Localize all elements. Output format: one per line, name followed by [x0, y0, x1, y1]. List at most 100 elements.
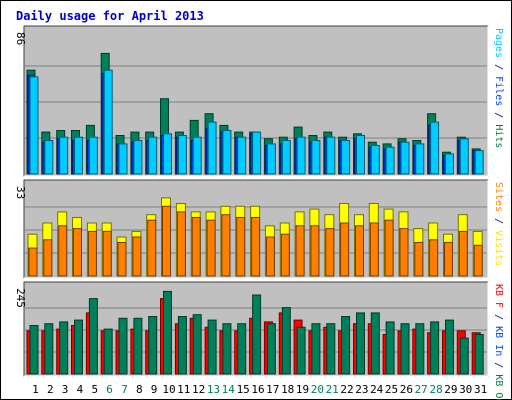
legend-label: KB In	[493, 326, 504, 356]
bar-sites-day-21	[325, 228, 335, 277]
bar-pages-day-29	[445, 153, 454, 175]
bar-kb-out-day-6	[103, 328, 113, 375]
bar-pages-day-2	[44, 140, 54, 175]
x-tick-label: 29	[444, 383, 457, 396]
bar-pages-day-28	[430, 121, 440, 175]
bar-sites-day-17	[265, 236, 275, 277]
bar-sites-day-23	[355, 225, 364, 277]
x-tick-label: 13	[207, 383, 220, 396]
bar-kb-out-day-26	[400, 323, 410, 375]
y-axis-max-label: 86	[14, 32, 27, 45]
x-tick-label: 20	[311, 383, 324, 396]
bar-pages-day-25	[385, 146, 395, 175]
bar-kb-out-day-1	[29, 325, 39, 375]
legend-label: Pages	[493, 28, 504, 58]
x-tick-label: 11	[177, 383, 190, 396]
legend-label: Visits	[493, 230, 504, 266]
x-tick-label: 24	[370, 383, 384, 396]
bar-kb-out-day-31	[474, 334, 484, 375]
x-tick-label: 31	[474, 383, 487, 396]
legend-label: /	[493, 212, 504, 230]
x-tick-label: 8	[136, 383, 143, 396]
bar-sites-day-1	[28, 247, 38, 277]
bar-kb-out-day-20	[311, 323, 321, 375]
x-tick-label: 30	[459, 383, 472, 396]
bar-sites-day-29	[444, 242, 453, 277]
x-tick-label: 16	[251, 383, 264, 396]
bar-pages-day-15	[237, 136, 247, 175]
bar-pages-day-12	[192, 136, 202, 175]
bar-sites-day-9	[147, 219, 157, 277]
x-tick-label: 12	[192, 383, 205, 396]
bar-pages-day-23	[356, 135, 365, 175]
bar-sites-day-7	[117, 242, 127, 277]
bar-kb-out-day-17	[266, 323, 276, 375]
legend-label: /	[493, 58, 504, 76]
legend-label: KB Out	[493, 374, 504, 400]
bar-pages-day-18	[281, 140, 291, 175]
bar-pages-day-30	[459, 138, 469, 175]
bar-sites-day-26	[399, 228, 409, 277]
bar-kb-out-day-15	[237, 323, 247, 375]
bar-pages-day-14	[222, 130, 232, 175]
bar-kb-out-day-22	[341, 316, 351, 375]
x-tick-label: 25	[385, 383, 398, 396]
chart-title: Daily usage for April 2013	[16, 9, 204, 23]
bar-sites-day-6	[102, 230, 112, 277]
y-axis-max-label: 245	[14, 288, 27, 308]
bar-kb-out-day-7	[118, 317, 128, 375]
bar-kb-out-day-21	[326, 323, 336, 375]
legend-label: Sites	[493, 182, 504, 212]
bar-kb-out-day-4	[74, 319, 83, 375]
bar-sites-day-19	[295, 225, 305, 277]
bar-kb-out-day-23	[356, 312, 365, 375]
bar-kb-out-day-24	[370, 312, 380, 375]
bar-kb-out-day-13	[207, 319, 217, 375]
bar-kb-out-day-9	[148, 316, 158, 375]
bar-kb-out-day-18	[281, 307, 291, 375]
x-tick-label: 7	[121, 383, 128, 396]
x-tick-label: 28	[429, 383, 442, 396]
bar-sites-day-16	[251, 217, 261, 277]
x-tick-label: 6	[106, 383, 113, 396]
bar-sites-day-27	[414, 242, 424, 277]
bar-pages-day-3	[59, 136, 69, 175]
bar-sites-day-14	[221, 214, 231, 277]
legend-label: Files	[493, 76, 504, 106]
bar-pages-day-21	[326, 136, 336, 175]
x-tick-label: 22	[340, 383, 353, 396]
bar-pages-day-13	[207, 121, 217, 175]
bar-kb-out-day-25	[385, 321, 395, 375]
panel-legend: Pages / Files / Hits	[493, 28, 504, 148]
x-tick-label: 4	[77, 383, 84, 396]
legend-label: KB F	[493, 284, 504, 308]
bar-pages-day-31	[474, 150, 484, 175]
bar-pages-day-26	[400, 141, 410, 175]
bar-kb-out-day-19	[296, 326, 306, 375]
bar-sites-day-18	[280, 233, 290, 277]
x-tick-label: 17	[266, 383, 279, 396]
legend-label: /	[493, 106, 504, 124]
bar-kb-out-day-11	[177, 316, 187, 375]
bar-sites-day-28	[429, 239, 439, 277]
panel-legend: KB F / KB In / KB Out	[493, 284, 504, 400]
x-tick-label: 5	[91, 383, 98, 396]
bar-pages-day-24	[370, 145, 380, 175]
legend-label: /	[493, 308, 504, 326]
panel-legend: Sites / Visits	[493, 182, 504, 266]
bar-pages-day-1	[29, 76, 39, 175]
bar-sites-day-22	[340, 222, 350, 277]
bar-pages-day-6	[103, 69, 113, 175]
bar-kb-out-day-3	[59, 321, 69, 375]
y-axis-max-label: 33	[14, 186, 27, 199]
x-tick-label: 14	[222, 383, 236, 396]
legend-label: Hits	[493, 124, 504, 148]
bar-kb-out-day-30	[459, 337, 469, 375]
bar-pages-day-19	[296, 136, 306, 175]
x-tick-label: 1	[32, 383, 39, 396]
x-axis-day-labels: 1 2 3 4 5 6 7 8 9 10 11 12 13 14 15 16 17 18 19 20 21 22 23 24 2…	[32, 383, 487, 396]
bar-sites-day-30	[458, 230, 468, 277]
bar-pages-day-7	[118, 143, 128, 175]
